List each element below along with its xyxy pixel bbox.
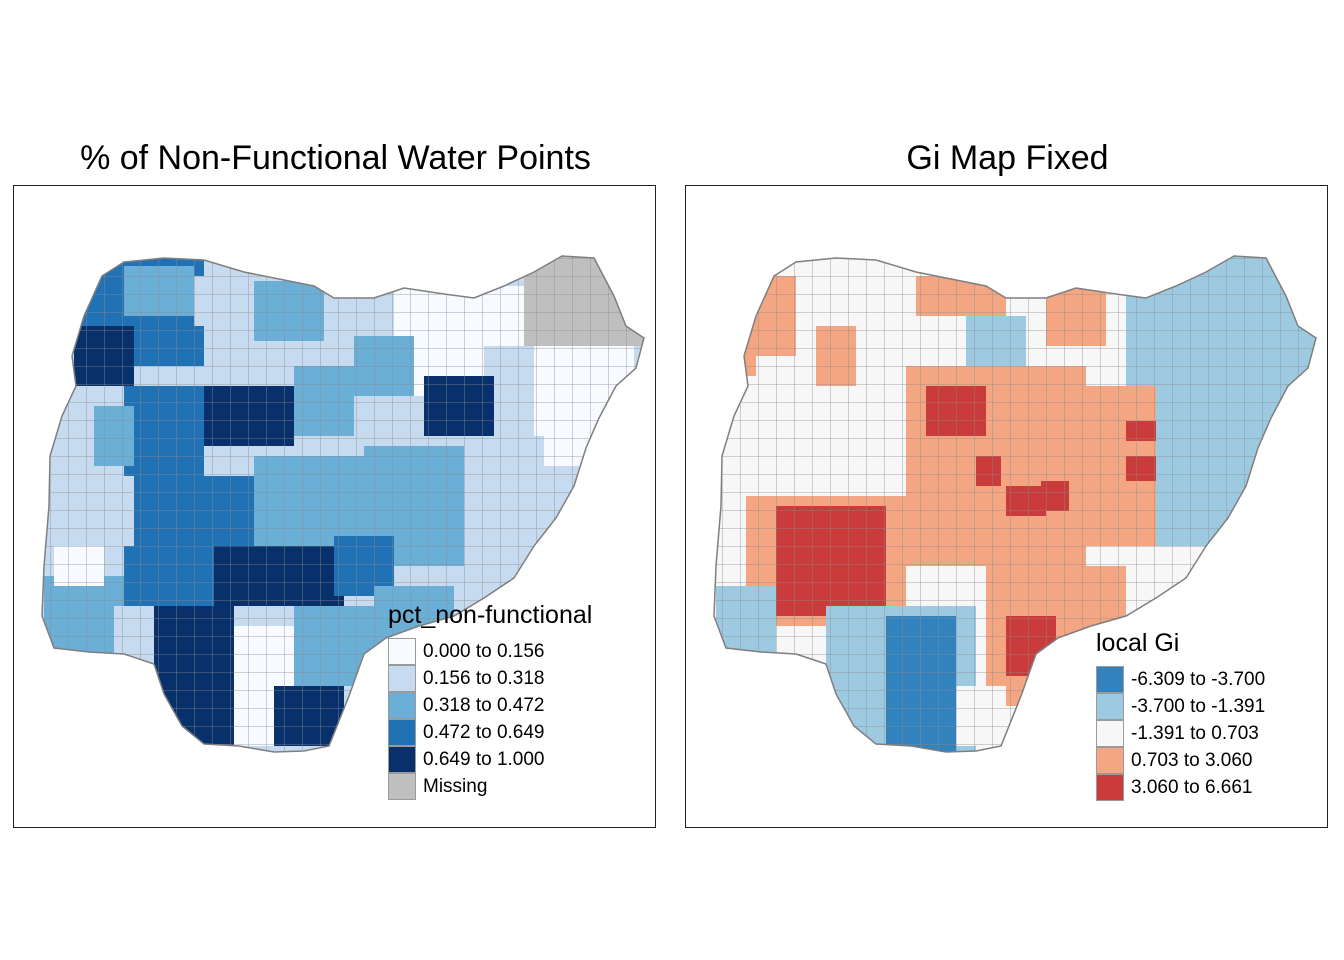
legend-swatch [388, 746, 416, 773]
legend-item: 0.649 to 1.000 [388, 746, 592, 773]
map-panel-gi: local Gi -6.309 to -3.700 -3.700 to -1.39… [685, 185, 1328, 828]
legend-item: 3.060 to 6.661 [1096, 774, 1253, 801]
legend-swatch [1096, 693, 1124, 720]
legend-label: 0.472 to 0.649 [423, 722, 545, 743]
legend-label: -3.700 to -1.391 [1131, 696, 1266, 717]
map-panel-nonfunctional: pct_non-functional 0.000 to 0.156 0.156 t… [13, 185, 656, 828]
legend-swatch [388, 692, 416, 719]
legend-label: 0.156 to 0.318 [423, 668, 545, 689]
legend-item: -1.391 to 0.703 [1096, 720, 1259, 747]
legend-rows: 0.000 to 0.156 0.156 to 0.318 0.318 to 0.4… [388, 638, 592, 800]
legend-label: Missing [423, 776, 488, 797]
legend-label: 0.649 to 1.000 [423, 749, 545, 770]
legend-swatch [388, 719, 416, 746]
map-title-nonfunctional: % of Non-Functional Water Points [80, 139, 591, 177]
legend-swatch [1096, 666, 1124, 693]
legend-title: local Gi [1096, 629, 1180, 657]
legend-item: 0.472 to 0.649 [388, 719, 592, 746]
legend-item: -6.309 to -3.700 [1096, 666, 1265, 693]
legend-swatch [1096, 774, 1124, 801]
legend-title: pct_non-functional [388, 601, 593, 629]
legend-label: -6.309 to -3.700 [1131, 669, 1266, 690]
legend-nonfunctional: pct_non-functional 0.000 to 0.156 0.156 t… [388, 600, 592, 800]
legend-item: Missing [388, 773, 592, 800]
legend-label: 0.000 to 0.156 [423, 641, 545, 662]
legend-item: 0.156 to 0.318 [388, 665, 592, 692]
legend-gi: local Gi -6.309 to -3.700 -3.700 to -1.39… [1096, 628, 1265, 801]
legend-label: 0.318 to 0.472 [423, 695, 545, 716]
legend-swatch [388, 773, 416, 800]
legend-swatch [388, 638, 416, 665]
legend-label: 0.703 to 3.060 [1131, 750, 1253, 771]
map-title-gi: Gi Map Fixed [906, 139, 1109, 177]
legend-item: -3.700 to -1.391 [1096, 693, 1265, 720]
nigeria-choropleth-gi [713, 255, 1317, 753]
legend-item: 0.318 to 0.472 [388, 692, 592, 719]
legend-swatch [1096, 720, 1124, 747]
legend-swatch [1096, 747, 1124, 774]
legend-rows: -6.309 to -3.700 -3.700 to -1.391 -1.391 t… [1096, 666, 1265, 801]
nigeria-choropleth-nonfunctional [41, 255, 645, 753]
legend-swatch [388, 665, 416, 692]
legend-item: 0.000 to 0.156 [388, 638, 592, 665]
legend-label: 3.060 to 6.661 [1131, 777, 1253, 798]
legend-label: -1.391 to 0.703 [1131, 723, 1259, 744]
legend-item: 0.703 to 3.060 [1096, 747, 1253, 774]
